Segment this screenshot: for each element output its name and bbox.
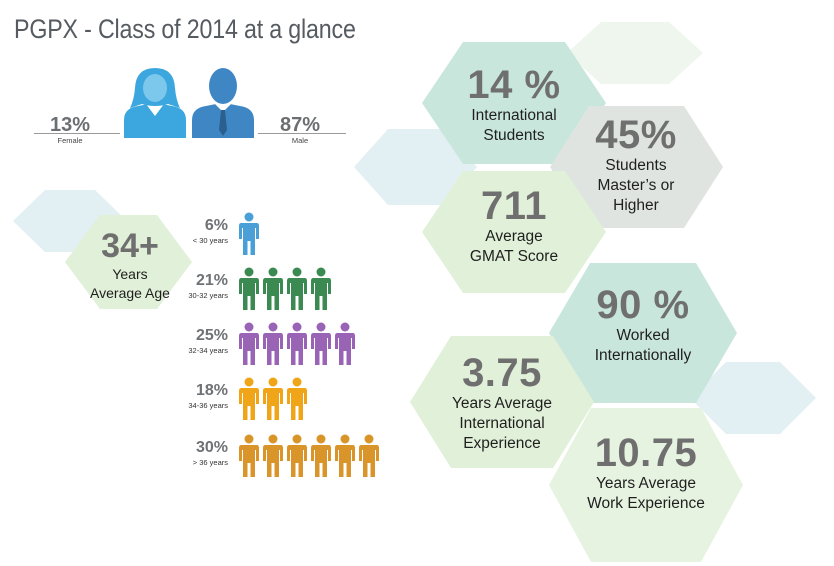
person-icon [239,212,259,255]
age-percent: 25% [195,327,228,344]
stat-masters-value: 45% [595,113,677,157]
average-age-label-2: Average Age [90,284,170,301]
person-icon [239,434,259,477]
hex-masters [550,106,723,228]
age-percent: 30% [195,439,228,456]
age-range-label: 30-32 years [188,291,228,300]
age-figure-row [238,212,262,256]
age-percent: 6% [204,217,228,234]
average-age-label-1: Years [112,266,148,283]
male-avatar-icon [192,68,254,138]
female-percent: 13% [49,114,91,136]
age-figure-row [238,377,310,421]
person-icon [287,322,307,365]
male-label: Male [291,136,309,145]
stat-gmat-value: 711 [480,184,548,228]
stat-work-experience-label-2: Work Experience [587,495,705,513]
stat-masters-label-3: Higher [613,197,659,215]
female-avatar-icon [124,68,186,138]
stat-international-students-label-1: International [471,107,557,124]
stat-intl-experience-label-1: Years Average [452,395,552,412]
stat-intl-experience-label-2: International [459,415,545,433]
age-figure-row [238,322,358,366]
hex-international-students [422,42,606,164]
person-icon [239,377,259,420]
person-icon [311,434,331,477]
hex-decor-top [567,22,703,84]
hex-decor-right [690,362,816,434]
person-icon [287,267,307,310]
person-icon [335,434,355,477]
stat-gmat-label-2: GMAT Score [469,248,559,266]
age-range-label: < 30 years [192,236,228,245]
stat-international-students-value: 14 % [467,63,561,107]
hex-worked-intl [549,263,737,403]
hex-gmat [422,171,606,293]
male-divider [258,133,346,134]
male-percent: 87% [279,114,321,136]
age-range-label: 34-36 years [188,401,228,410]
age-figure-row [238,267,334,311]
female-divider [34,133,120,134]
person-icon [359,434,379,477]
age-range-label: > 36 years [192,458,228,467]
person-icon [335,322,355,365]
page-title: PGPX - Class of 2014 at a glance [14,14,356,44]
person-icon [239,322,259,365]
person-icon [263,322,283,365]
person-icon [311,322,331,365]
stat-international-students-label-2: Students [483,127,545,145]
stat-worked-intl-label-2: Internationally [594,347,692,365]
stat-worked-intl-value: 90 % [596,283,690,327]
female-label: Female [57,136,83,145]
stat-masters-label-1: Students [605,157,667,174]
age-range-label: 32-34 years [188,346,228,355]
person-icon [287,377,307,420]
hex-age [65,215,192,309]
stat-masters-label-2: Master’s or [597,177,675,195]
person-icon [239,267,259,310]
age-percent: 21% [195,272,228,289]
stat-intl-experience-label-3: Experience [463,435,541,453]
stat-worked-intl-label-1: Worked [616,327,670,344]
hex-work-experience [549,408,743,562]
hex-intl-experience [410,336,594,468]
person-icon [311,267,331,310]
person-icon [263,267,283,310]
stat-work-experience-label-1: Years Average [596,475,696,492]
age-figure-row [238,434,382,478]
stat-intl-experience-value: 3.75 [462,351,542,395]
person-icon [287,434,307,477]
stat-work-experience-value: 10.75 [594,431,698,475]
hex-decor-left [354,129,477,205]
stat-gmat-label-1: Average [485,228,543,245]
person-icon [263,434,283,477]
average-age-value: 34+ [101,227,159,265]
age-percent: 18% [195,382,228,399]
person-icon [263,377,283,420]
